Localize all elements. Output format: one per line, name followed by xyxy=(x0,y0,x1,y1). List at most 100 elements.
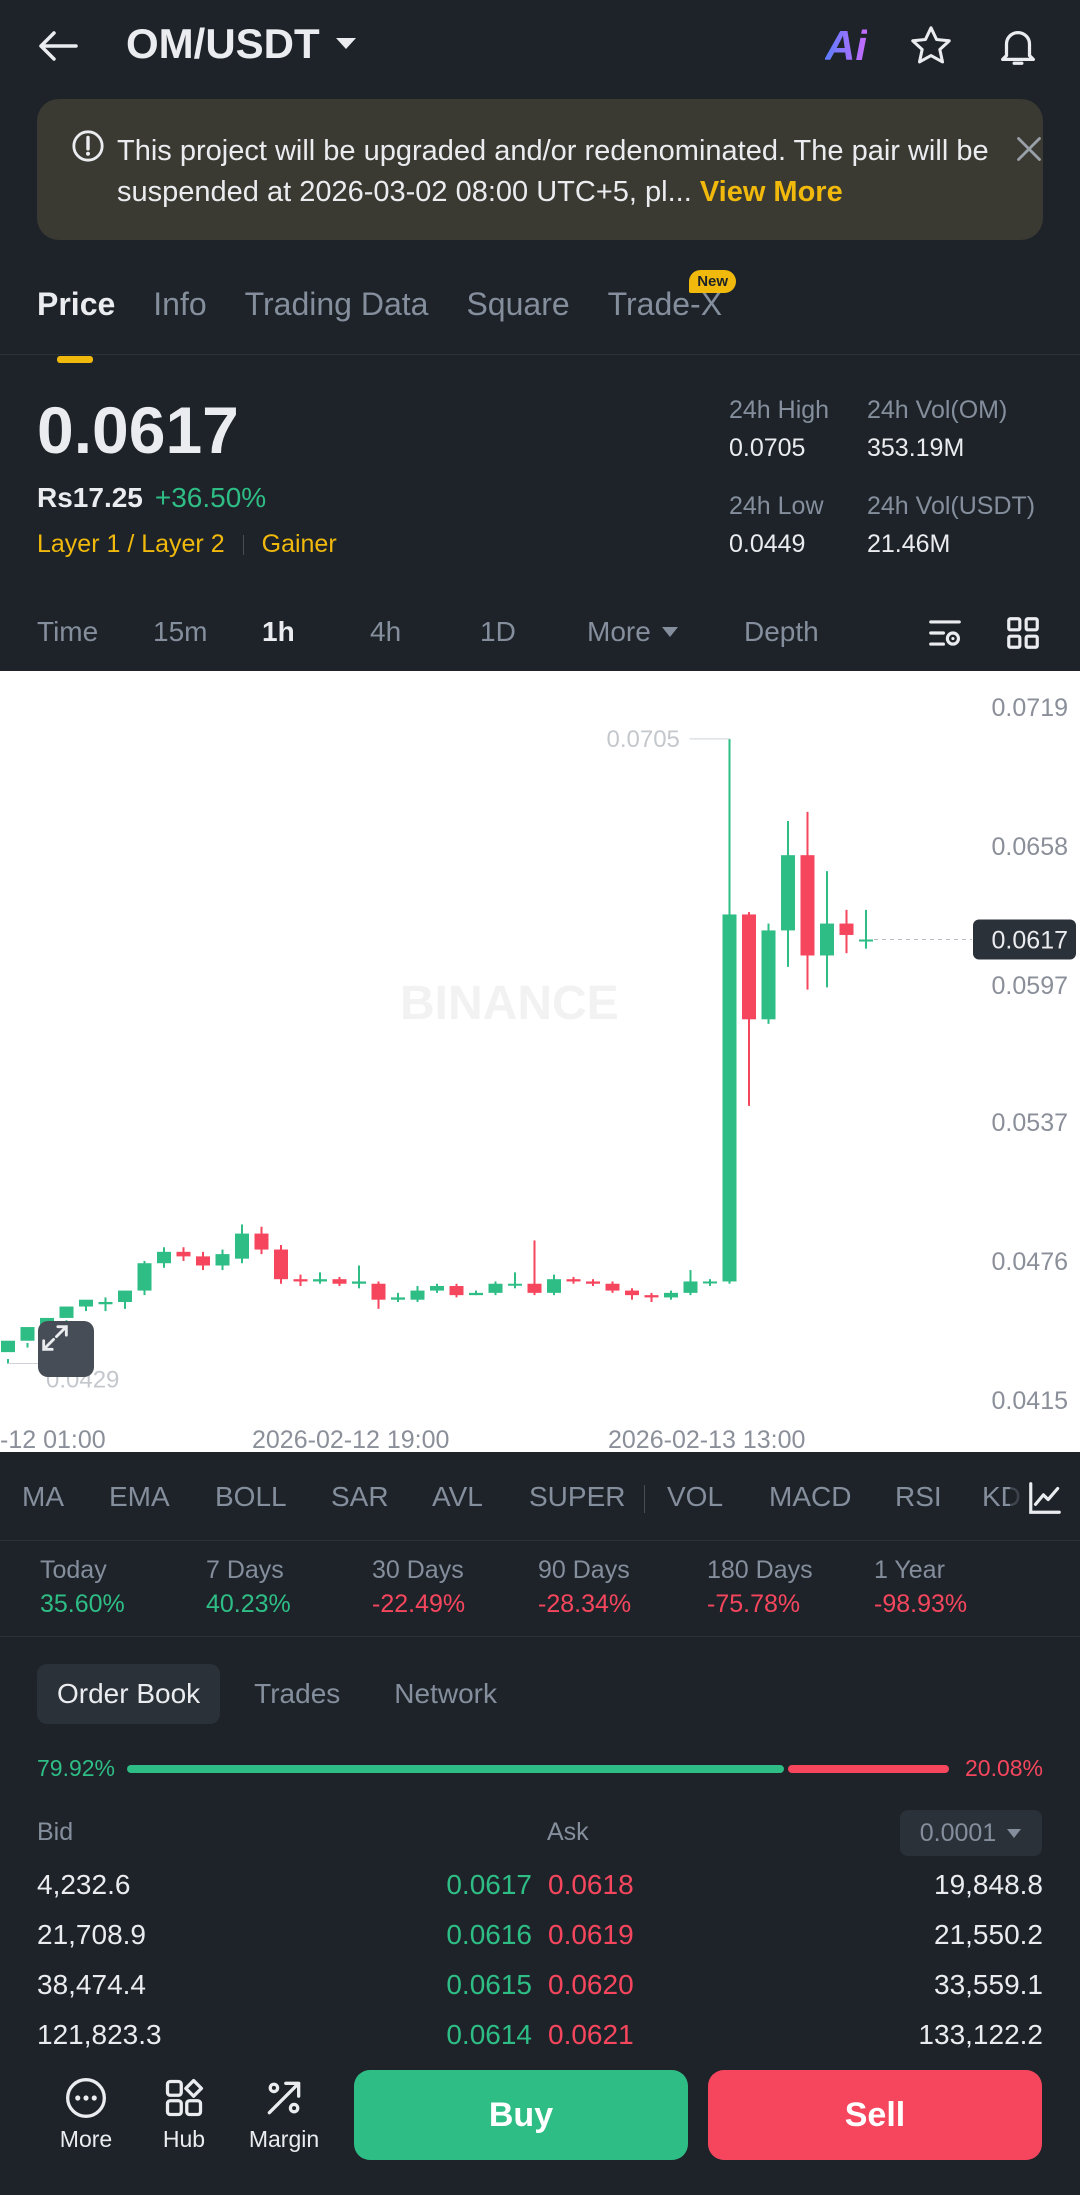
indicator-vol[interactable]: VOL xyxy=(667,1481,724,1512)
candle-body xyxy=(391,1297,405,1300)
ask-price: 0.0619 xyxy=(548,1919,634,1950)
tab-price[interactable]: Price xyxy=(37,286,116,363)
order-book-row[interactable]: 121,823.3 0.0614 0.0621 133,122.2 xyxy=(0,2011,1080,2061)
perf-label: 180 Days xyxy=(707,1556,813,1584)
sell-button[interactable]: Sell xyxy=(708,2070,1042,2160)
candlestick-chart[interactable]: BINANCE 0.0705 0.0429 0.0719 0.0658 0.0597… xyxy=(0,671,1080,1452)
tab-trades[interactable]: Trades xyxy=(254,1678,341,1709)
tf-1d[interactable]: 1D xyxy=(480,616,516,647)
fiat-price: Rs17.25 xyxy=(37,482,143,513)
ask-quantity: 33,559.1 xyxy=(934,1969,1043,2000)
perf-label: 1 Year xyxy=(874,1556,945,1584)
indicator-rsi[interactable]: RSI xyxy=(895,1481,942,1512)
tab-trade-x[interactable]: Trade-X New xyxy=(608,270,737,323)
chart-settings-icon[interactable] xyxy=(926,614,964,652)
nav-margin-label: Margin xyxy=(248,2126,320,2152)
bid-percent: 79.92% xyxy=(37,1755,116,1781)
tab-info[interactable]: Info xyxy=(153,286,207,322)
pair-selector[interactable]: OM/USDT xyxy=(126,20,358,68)
tab-network[interactable]: Network xyxy=(394,1678,497,1709)
order-book-row[interactable]: 4,232.6 0.0617 0.0618 19,848.8 xyxy=(0,1861,1080,1911)
perf-value: -22.49% xyxy=(372,1590,466,1618)
y-tick-label: 0.0537 xyxy=(992,1109,1068,1137)
ask-quantity: 21,550.2 xyxy=(934,1919,1043,1950)
nav-more[interactable]: More xyxy=(41,2076,131,2153)
nav-more-label: More xyxy=(59,2126,113,2152)
ratio-bid-fill xyxy=(127,1765,784,1773)
fullscreen-button[interactable] xyxy=(38,1321,94,1377)
tf-1h[interactable]: 1h xyxy=(262,616,295,647)
perf-label: 7 Days xyxy=(206,1556,284,1584)
upgrade-notice: This project will be upgraded and/or red… xyxy=(37,99,1043,240)
stat-vol-usdt-label: 24h Vol(USDT) xyxy=(867,492,1036,520)
tf-4h[interactable]: 4h xyxy=(370,616,402,647)
ask-quantity: 19,848.8 xyxy=(934,1869,1043,1900)
candle-body xyxy=(703,1281,717,1284)
divider xyxy=(0,1636,1080,1637)
candle-body xyxy=(508,1283,522,1286)
stat-vol-om-label: 24h Vol(OM) xyxy=(867,396,1008,424)
buy-button[interactable]: Buy xyxy=(354,2070,688,2160)
ask-header: Ask xyxy=(547,1818,589,1846)
nav-margin[interactable]: Margin xyxy=(239,2076,329,2153)
tf-time[interactable]: Time xyxy=(37,616,99,647)
tick-size-select[interactable]: 0.0001 xyxy=(900,1810,1042,1856)
notice-text: This project will be upgraded and/or red… xyxy=(117,131,997,213)
watermark: BINANCE xyxy=(400,977,619,1030)
nav-hub[interactable]: Hub xyxy=(139,2076,229,2153)
tf-more[interactable]: More xyxy=(587,616,679,648)
header: OM/USDT Ai xyxy=(0,0,1080,92)
close-icon[interactable] xyxy=(1015,135,1043,163)
grid-layout-icon[interactable] xyxy=(1004,614,1042,652)
indicator-super[interactable]: SUPER xyxy=(529,1481,626,1512)
stat-high-label: 24h High xyxy=(729,396,830,424)
tf-depth[interactable]: Depth xyxy=(744,616,819,647)
perf-label: 30 Days xyxy=(372,1556,464,1584)
tag-gainer[interactable]: Gainer xyxy=(261,530,337,558)
bid-price: 0.0615 xyxy=(446,1969,532,2000)
nav-hub-label: Hub xyxy=(162,2126,206,2152)
tab-order-book[interactable]: Order Book xyxy=(37,1664,221,1724)
indicator-settings-button[interactable] xyxy=(1010,1465,1080,1531)
new-badge: New xyxy=(689,270,737,293)
bid-quantity: 4,232.6 xyxy=(37,1869,131,1900)
bid-price: 0.0617 xyxy=(446,1869,532,1900)
y-tick-label: 0.0415 xyxy=(992,1387,1068,1415)
candle-body xyxy=(352,1281,366,1284)
indicator-ema[interactable]: EMA xyxy=(109,1481,170,1512)
ai-assistant-button[interactable]: Ai xyxy=(818,18,874,74)
indicator-boll[interactable]: BOLL xyxy=(215,1481,287,1512)
indicator-macd[interactable]: MACD xyxy=(769,1481,852,1512)
candle-body xyxy=(137,1263,152,1291)
tab-square[interactable]: Square xyxy=(466,286,570,322)
order-book-row[interactable]: 21,708.9 0.0616 0.0619 21,550.2 xyxy=(0,1911,1080,1961)
ratio-ask-fill xyxy=(788,1765,949,1773)
caret-down-icon xyxy=(661,627,678,637)
order-book-row[interactable]: 38,474.4 0.0615 0.0620 33,559.1 xyxy=(0,1961,1080,2011)
candle-body xyxy=(742,914,756,1020)
y-tick-label: 0.0719 xyxy=(992,694,1068,722)
tab-trading-data[interactable]: Trading Data xyxy=(244,286,429,322)
notice-message: This project will be upgraded and/or red… xyxy=(117,135,989,208)
indicator-avl[interactable]: AVL xyxy=(432,1481,483,1512)
stat-vol-usdt-value: 21.46M xyxy=(867,530,951,558)
candle-body xyxy=(430,1286,444,1291)
candle-body xyxy=(235,1233,249,1259)
candle-body xyxy=(800,855,815,956)
fiat-row: Rs17.25 +36.50% xyxy=(37,482,266,514)
indicator-sar[interactable]: SAR xyxy=(331,1481,389,1512)
notification-bell-icon[interactable] xyxy=(990,18,1046,74)
candle-body xyxy=(547,1279,561,1293)
perf-value: -98.93% xyxy=(874,1590,968,1618)
favorite-star-icon[interactable] xyxy=(903,18,959,74)
candle-body xyxy=(79,1299,93,1307)
back-arrow-icon[interactable] xyxy=(30,18,86,74)
tag-category[interactable]: Layer 1 / Layer 2 xyxy=(37,530,225,558)
indicator-ma[interactable]: MA xyxy=(22,1481,64,1512)
tf-15m[interactable]: 15m xyxy=(153,616,208,647)
ratio-bar xyxy=(127,1765,949,1773)
main-tabs: Price Info Trading Data Square Trade-X Ne… xyxy=(37,270,737,363)
candle-body xyxy=(20,1327,35,1341)
ask-price: 0.0618 xyxy=(548,1869,634,1900)
view-more-link[interactable]: View More xyxy=(699,176,843,208)
